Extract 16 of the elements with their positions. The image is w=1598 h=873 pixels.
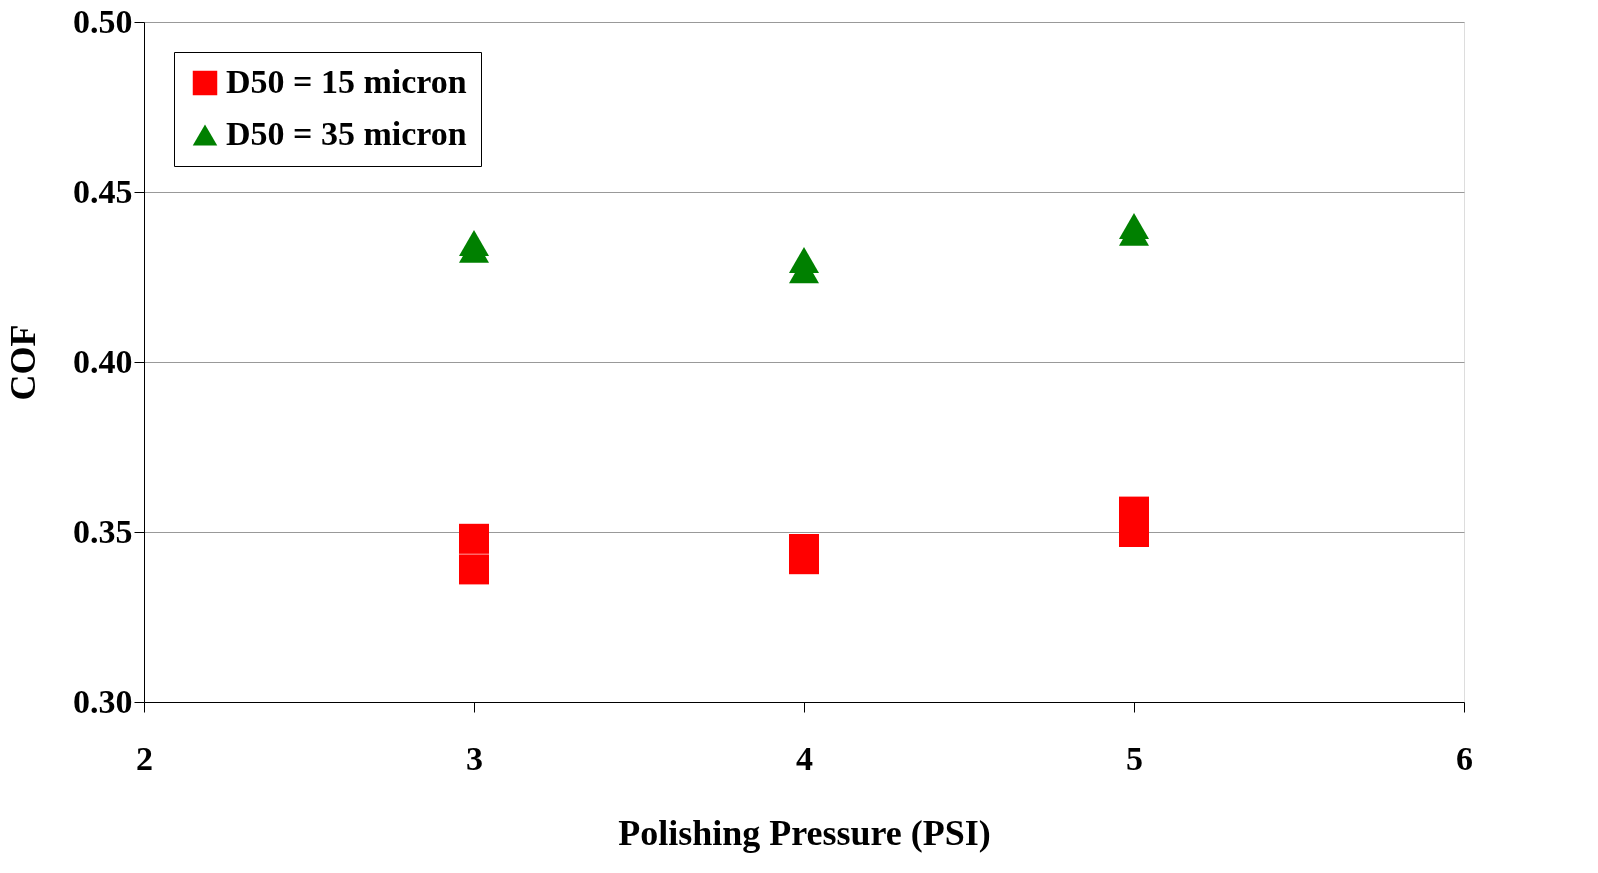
y-tick-label: 0.45 bbox=[73, 172, 133, 210]
x-tick-label: 6 bbox=[1456, 739, 1473, 777]
y-tick-label: 0.35 bbox=[73, 512, 133, 550]
x-tick-label: 2 bbox=[136, 739, 153, 777]
point bbox=[459, 523, 489, 554]
legend-label: D50 = 15 micron bbox=[226, 63, 467, 100]
legend-label: D50 = 35 micron bbox=[226, 115, 467, 152]
y-tick-label: 0.40 bbox=[73, 342, 133, 380]
y-tick-label: 0.50 bbox=[73, 2, 133, 40]
point bbox=[459, 554, 489, 585]
y-tick-label: 0.30 bbox=[73, 682, 133, 720]
x-tick-label: 3 bbox=[466, 739, 483, 777]
y-axis-title: COF bbox=[3, 324, 43, 401]
x-axis-title: Polishing Pressure (PSI) bbox=[618, 812, 991, 853]
x-tick-label: 5 bbox=[1126, 739, 1143, 777]
x-tick-label: 4 bbox=[796, 739, 813, 777]
